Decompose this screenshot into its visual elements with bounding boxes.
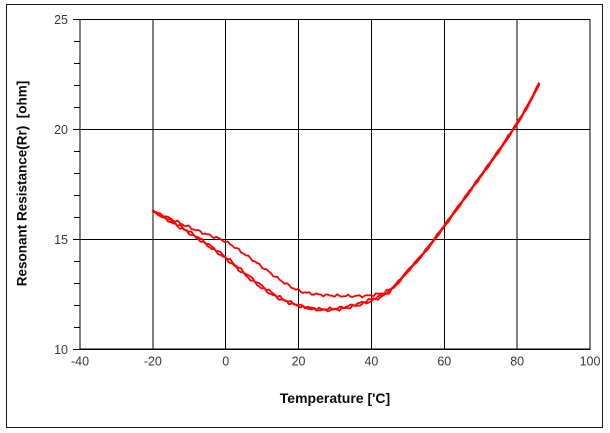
plot-frame	[79, 18, 591, 350]
data-series-line	[152, 84, 540, 313]
x-tick-label: 100	[580, 354, 601, 368]
y-axis-title: Resonant Resistance(Rr) [ohm]	[14, 80, 30, 287]
x-tick-label: 0	[222, 354, 229, 368]
y-tick-label: 15	[54, 233, 68, 247]
x-axis-title: Temperature ['C]	[279, 390, 391, 406]
x-tick-label: 80	[510, 354, 524, 368]
data-series-line	[152, 82, 540, 312]
x-tick-label: 20	[292, 354, 306, 368]
x-tick-label: -40	[71, 354, 89, 368]
x-tick-label: 40	[364, 354, 378, 368]
x-tick-label: -20	[144, 354, 162, 368]
y-tick-label: 10	[54, 343, 68, 357]
data-series-line	[152, 82, 540, 299]
x-tick-label: 60	[437, 354, 451, 368]
y-tick-label: 25	[54, 13, 68, 27]
y-tick-label: 20	[54, 123, 68, 137]
